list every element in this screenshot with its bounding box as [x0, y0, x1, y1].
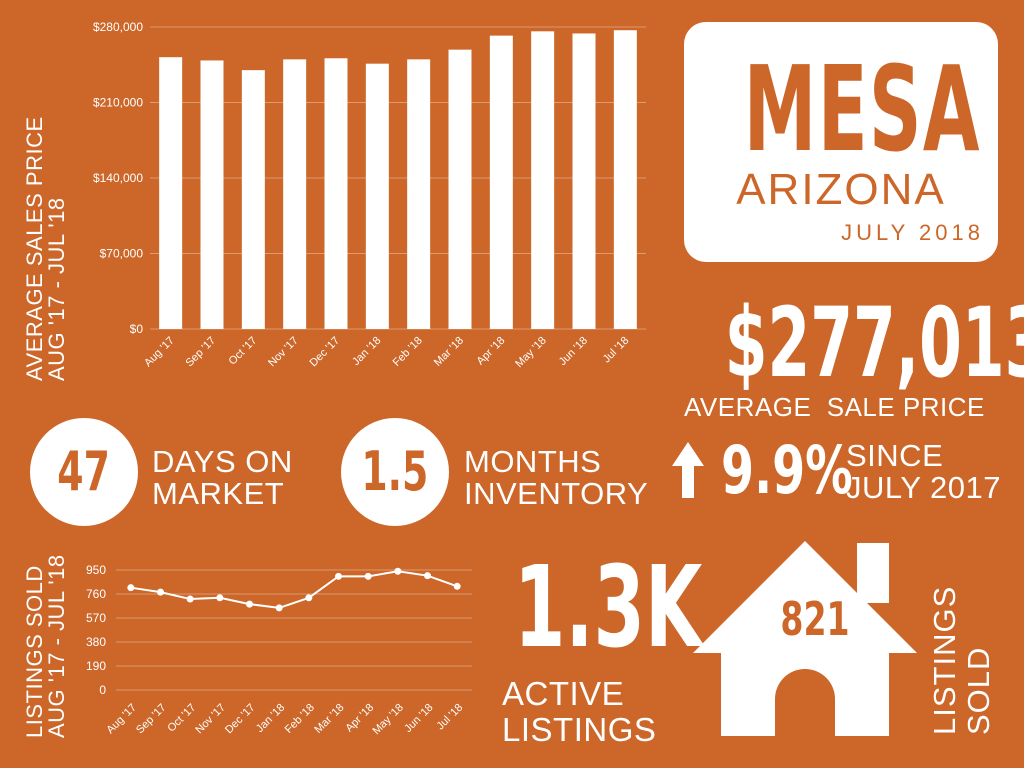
days-on-market-value: 47: [57, 440, 111, 503]
bar-y-tick-label: $0: [130, 322, 144, 336]
bar-x-tick-label: Jan '18: [350, 335, 383, 368]
line-x-tick-label: Mar '18: [312, 702, 346, 736]
house-icon: [693, 541, 917, 736]
listings-sold-point: [275, 604, 283, 612]
price-bar: [241, 70, 265, 330]
listings-sold-point: [305, 594, 313, 602]
report-date: JULY 2018: [841, 220, 984, 245]
line-y-tick-label: 950: [86, 563, 106, 577]
price-bar: [200, 60, 224, 329]
price-bar: [489, 35, 513, 329]
average-sales-price-bar-chart: $0 $70,000 $140,000 $210,000 $280,000 Aug '17…: [93, 20, 646, 370]
price-bar: [159, 57, 183, 329]
bar-y-tick-label: $140,000: [93, 171, 143, 185]
bar-y-tick-label: $280,000: [93, 20, 143, 34]
price-change-value: 9.9%: [721, 432, 853, 509]
bar-x-tick-label: Oct '17: [227, 335, 260, 368]
active-listings-label: ACTIVE LISTINGS: [502, 675, 657, 748]
bar-x-tick-label: Aug '17: [142, 335, 177, 370]
line-y-tick-label: 380: [86, 635, 106, 649]
line-x-tick-label: Feb '18: [283, 702, 317, 736]
price-bar: [613, 30, 637, 330]
listings-sold-point: [127, 584, 135, 592]
line-x-tick-label: Jul '18: [435, 702, 466, 733]
line-y-tick-label: 190: [86, 659, 106, 673]
price-change-label: SINCE JULY 2017: [846, 438, 1002, 505]
listings-sold-point: [453, 582, 461, 590]
title-card: MESA ARIZONA JULY 2018: [684, 22, 998, 262]
bar-x-tick-label: Mar '18: [432, 335, 466, 369]
bar-x-tick-label: Jun '18: [557, 335, 590, 368]
listings-sold-line: [130, 570, 458, 609]
line-x-tick-label: Aug '17: [104, 702, 139, 737]
state-title: ARIZONA: [736, 165, 946, 214]
average-sale-price-label: AVERAGE SALE PRICE: [684, 392, 985, 422]
bar-x-tick-label: Apr '18: [475, 335, 508, 368]
line-x-tick-label: Dec '17: [223, 702, 258, 737]
days-on-market-label: DAYS ON MARKET: [152, 444, 293, 511]
price-bar: [324, 58, 348, 330]
price-bar: [407, 59, 431, 329]
bar-y-tick-label: $70,000: [100, 247, 144, 261]
line-y-tick-label: 760: [86, 587, 106, 601]
line-x-tick-label: Sep '17: [134, 702, 169, 737]
bar-x-tick-label: Feb '18: [391, 335, 425, 369]
bar-x-tick-label: Jul '18: [601, 335, 632, 366]
months-inventory-badge: 1.5: [341, 418, 449, 526]
line-x-tick-label: Nov '17: [193, 702, 228, 737]
active-listings-value: 1.3K: [514, 543, 703, 673]
days-on-market-badge: 47: [30, 418, 138, 526]
listings-sold-point: [335, 572, 342, 580]
average-sale-price-value: $277,013: [724, 287, 1024, 399]
line-x-tick-label: Oct '17: [165, 702, 198, 735]
line-y-tick-label: 570: [86, 611, 106, 625]
months-inventory-label: MONTHS INVENTORY: [464, 444, 649, 511]
line-x-tick-label: Jun '18: [402, 702, 435, 735]
price-bar: [531, 31, 555, 330]
price-bar: [572, 33, 596, 329]
line-x-tick-label: May '18: [370, 702, 405, 737]
listings-sold-point: [246, 600, 253, 608]
price-bar: [448, 49, 472, 330]
arrow-up-icon: [672, 442, 704, 498]
bar-x-tick-label: Nov '17: [266, 335, 301, 370]
listings-sold-point: [157, 588, 164, 596]
price-bar: [283, 59, 307, 329]
city-title: MESA: [743, 40, 981, 178]
listings-sold-point: [394, 567, 402, 575]
listings-sold-point: [364, 572, 372, 580]
listings-sold-label: LISTINGS SOLD: [927, 585, 996, 735]
listings-sold-value: 821: [780, 592, 850, 646]
bar-x-tick-label: May '18: [513, 335, 548, 370]
price-bar: [365, 63, 389, 330]
months-inventory-value: 1.5: [361, 440, 429, 503]
listings-sold-point: [186, 595, 194, 603]
line-y-tick-label: 0: [99, 683, 106, 697]
bar-x-tick-label: Sep '17: [183, 335, 218, 370]
bar-y-tick-label: $210,000: [93, 96, 143, 110]
line-x-tick-label: Jan '18: [254, 702, 287, 735]
bar-x-tick-label: Dec '17: [308, 335, 343, 370]
listings-sold-point: [424, 572, 431, 580]
listings-sold-point: [216, 594, 224, 602]
